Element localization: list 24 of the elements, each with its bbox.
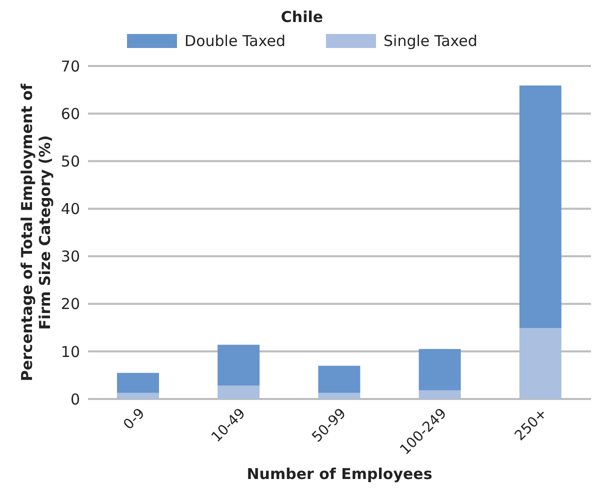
- y-tick-label: 30: [60, 248, 80, 266]
- y-tick-label: 50: [60, 152, 80, 170]
- y-tick-label: 70: [60, 57, 80, 76]
- y-tick-label: 60: [60, 104, 80, 123]
- bar: [519, 328, 562, 399]
- bar: [117, 372, 159, 393]
- y-tick-label: 0: [70, 390, 80, 408]
- y-tick-label: 40: [60, 200, 80, 218]
- legend-label: Single Taxed: [384, 32, 478, 50]
- y-tick-label: 10: [60, 342, 80, 361]
- bar: [418, 349, 461, 390]
- y-axis-title: Percentage of Total Employment of Firm Size Category (%): [18, 83, 54, 382]
- chart-title: Chile: [280, 8, 324, 28]
- bar: [218, 386, 260, 399]
- bar: [218, 344, 260, 386]
- bar: [318, 366, 360, 393]
- x-axis-title: Number of Employees: [246, 465, 432, 483]
- bar: [418, 390, 461, 399]
- bar: [519, 86, 562, 328]
- bar: [117, 392, 159, 399]
- y-tick-label: 20: [60, 295, 80, 314]
- legend-label: Double Taxed: [184, 32, 286, 50]
- x-tick-label: 0-9: [120, 406, 148, 434]
- bar: [318, 392, 360, 399]
